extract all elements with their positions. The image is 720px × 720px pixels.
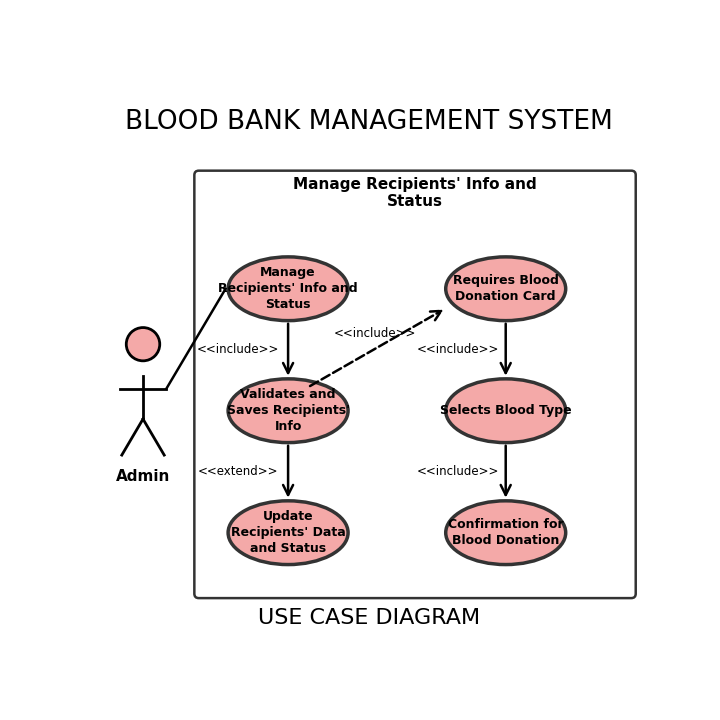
Text: Requires Blood
Donation Card: Requires Blood Donation Card bbox=[453, 274, 559, 303]
Text: Update
Recipients' Data
and Status: Update Recipients' Data and Status bbox=[230, 510, 346, 555]
Text: BLOOD BANK MANAGEMENT SYSTEM: BLOOD BANK MANAGEMENT SYSTEM bbox=[125, 109, 613, 135]
Text: Manage
Recipients' Info and
Status: Manage Recipients' Info and Status bbox=[218, 266, 358, 311]
Circle shape bbox=[126, 328, 160, 361]
Text: <<extend>>: <<extend>> bbox=[197, 465, 278, 478]
Text: <<include>>: <<include>> bbox=[197, 343, 279, 356]
Text: Admin: Admin bbox=[116, 469, 170, 484]
Ellipse shape bbox=[228, 379, 348, 443]
Text: Manage Recipients' Info and
Status: Manage Recipients' Info and Status bbox=[293, 176, 536, 209]
Ellipse shape bbox=[228, 257, 348, 320]
Ellipse shape bbox=[446, 501, 566, 564]
Ellipse shape bbox=[228, 501, 348, 564]
Text: <<include>>: <<include>> bbox=[417, 343, 500, 356]
Ellipse shape bbox=[446, 257, 566, 320]
Text: <<include>>: <<include>> bbox=[417, 465, 500, 478]
Ellipse shape bbox=[446, 379, 566, 443]
Text: Validates and
Saves Recipients'
Info: Validates and Saves Recipients' Info bbox=[227, 388, 350, 433]
Text: USE CASE DIAGRAM: USE CASE DIAGRAM bbox=[258, 608, 480, 628]
Text: Confirmation for
Blood Donation: Confirmation for Blood Donation bbox=[448, 518, 564, 547]
Text: <<include>>: <<include>> bbox=[333, 327, 415, 340]
FancyBboxPatch shape bbox=[194, 171, 636, 598]
Text: Selects Blood Type: Selects Blood Type bbox=[440, 404, 572, 417]
